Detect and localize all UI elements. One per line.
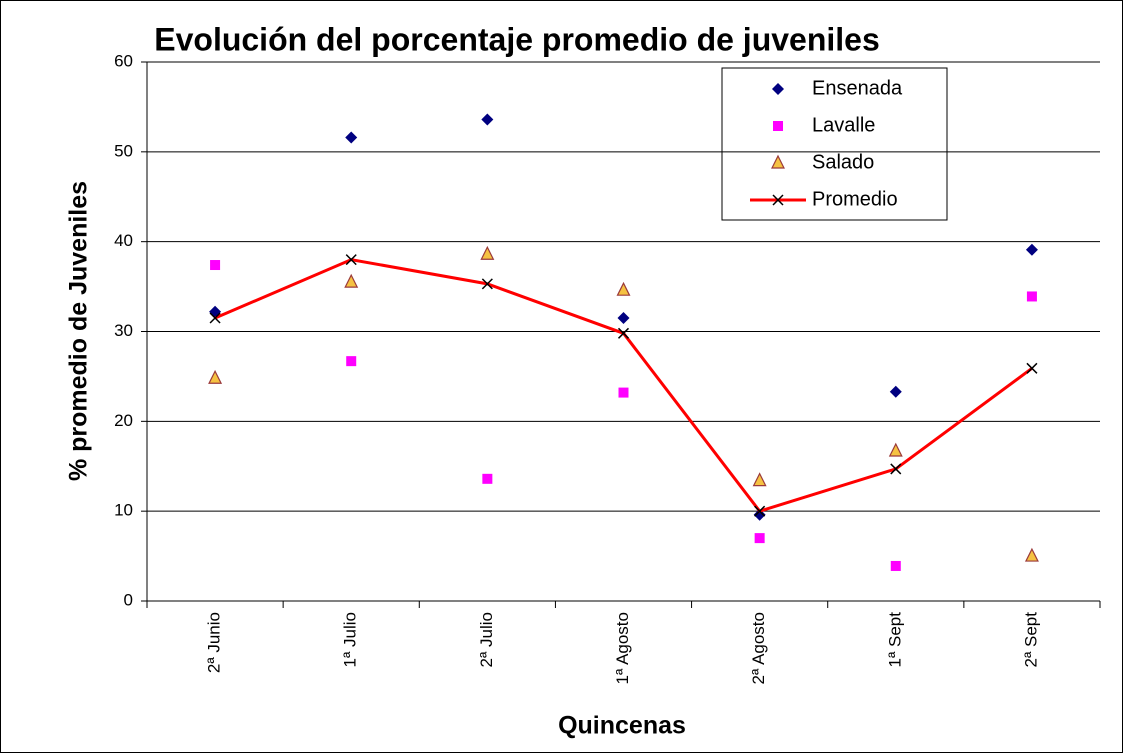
y-tick-label: 0 [124,590,133,609]
x-tick-label: 2ª Agosto [749,612,768,684]
data-point [890,463,902,475]
y-tick-label: 40 [114,231,133,250]
data-point [480,245,495,260]
legend-marker [771,154,785,169]
legend-marker [773,121,783,131]
y-tick-label: 30 [114,321,133,340]
data-point [617,327,630,339]
data-point [890,560,901,571]
legend-marker [772,83,784,95]
data-point [208,369,223,384]
y-tick-label: 60 [114,51,133,70]
data-point [209,312,221,324]
x-axis-label: Quincenas [558,712,686,740]
data-point [344,273,359,288]
y-axis-label: % promedio de Juveniles [65,181,93,481]
data-point [889,385,902,398]
data-point [1026,362,1038,374]
x-tick-label: 1ª Julio [341,612,360,667]
data-point [481,278,493,290]
data-point [754,505,766,517]
data-point [345,254,357,266]
x-tick-label: 2ª Junio [205,612,224,673]
data-point [1024,547,1039,562]
legend-label: Salado [812,151,874,173]
data-point [210,260,221,271]
data-point [346,356,357,367]
chart-title: Evolución del porcentaje promedio de juv… [154,21,880,57]
data-point [618,387,629,398]
y-tick-label: 50 [114,141,133,160]
data-point [482,473,493,484]
x-tick-label: 2ª Sept [1021,612,1040,668]
x-tick-label: 1ª Agosto [613,612,632,684]
data-point [345,131,358,144]
legend-label: Lavalle [812,114,875,136]
legend-label: Ensenada [812,77,903,99]
y-tick-label: 20 [114,411,133,430]
data-point [888,442,903,457]
legend-label: Promedio [812,188,898,210]
y-tick-label: 10 [114,501,133,520]
data-point [1025,243,1038,256]
data-point [617,312,630,325]
x-tick-label: 1ª Sept [885,612,904,668]
data-point [754,533,765,544]
data-point [1026,291,1037,302]
legend-marker [772,194,784,206]
legend-box [721,67,948,221]
data-point [481,113,494,126]
data-point [752,472,767,487]
x-tick-label: 2ª Julio [477,612,496,667]
data-point [616,281,631,296]
